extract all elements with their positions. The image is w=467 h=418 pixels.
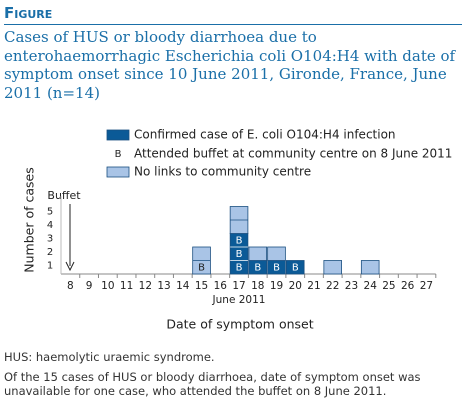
buffet-marker: B: [292, 262, 299, 273]
x-sublabel: June 2011: [212, 294, 266, 306]
footnote: HUS: haemolytic uraemic syndrome.: [4, 350, 215, 364]
x-tick-label: 15: [195, 280, 208, 292]
legend-label: Attended buffet at community centre on 8…: [134, 147, 452, 161]
legend-label: Confirmed case of E. coli O104:H4 infect…: [134, 128, 396, 142]
x-tick-label: 25: [382, 280, 395, 292]
x-tick-label: 13: [157, 280, 170, 292]
case-segment: [248, 246, 268, 261]
x-tick-label: 19: [270, 280, 283, 292]
y-axis-label: Number of cases: [22, 167, 37, 272]
x-tick-label: 27: [420, 280, 433, 292]
legend-swatch: [106, 166, 130, 178]
figure-header: Figure: [4, 4, 462, 25]
x-tick-label: 23: [345, 280, 358, 292]
x-tick-label: 21: [307, 280, 320, 292]
x-tick-label: 22: [326, 280, 339, 292]
x-tick-label: 10: [101, 280, 114, 292]
annotation: Buffet: [47, 189, 81, 202]
case-segment: [360, 260, 380, 275]
chart: Buffet Number of cases Date of symptom o…: [22, 128, 453, 332]
buffet-marker: B: [236, 249, 243, 260]
x-tick-label: 26: [401, 280, 415, 292]
buffet-marker: B: [273, 262, 280, 273]
legend-label: No links to community centre: [134, 165, 311, 179]
buffet-marker: B: [236, 235, 243, 246]
y-tick-label: 5: [47, 207, 53, 218]
legend-marker: B: [115, 149, 122, 160]
buffet-marker: B: [198, 262, 205, 273]
x-tick-label: 20: [289, 280, 302, 292]
case-segment: [323, 260, 342, 275]
x-tick-label: 14: [176, 280, 190, 292]
buffet-marker: B: [236, 262, 243, 273]
x-tick-label: 16: [214, 280, 228, 292]
x-tick-label: 17: [232, 280, 245, 292]
buffet-marker: B: [254, 262, 261, 273]
y-tick-label: 4: [47, 220, 53, 231]
case-segment: [285, 260, 305, 275]
legend-swatch: [106, 129, 130, 141]
x-axis-label: Date of symptom onset: [166, 317, 313, 332]
y-tick-label: 1: [47, 261, 53, 272]
y-tick-label: 2: [47, 247, 53, 258]
annotation-arrowhead: [65, 261, 75, 272]
case-segment: [267, 246, 286, 261]
y-tick-label: 3: [47, 234, 53, 245]
x-tick-label: 24: [364, 280, 378, 292]
x-tick-label: 9: [86, 280, 93, 292]
x-tick-label: 8: [67, 280, 74, 292]
footnote: Of the 15 cases of HUS or bloody diarrho…: [4, 370, 421, 398]
x-tick-label: 12: [139, 280, 152, 292]
x-tick-label: 11: [120, 280, 133, 292]
chart-title: Cases of HUS or bloody diarrhoea due to …: [4, 28, 456, 102]
x-tick-label: 18: [251, 280, 264, 292]
